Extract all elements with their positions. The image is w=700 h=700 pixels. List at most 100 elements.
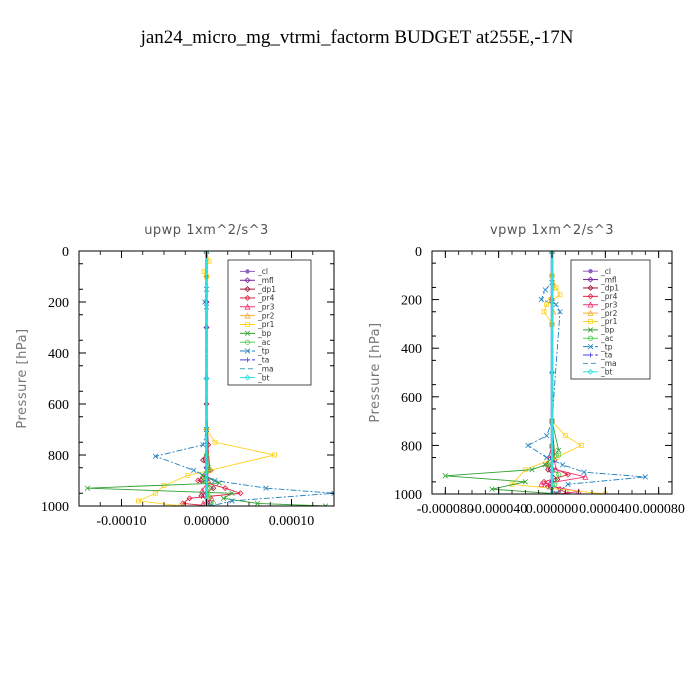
vpwp-point-tp [543, 432, 550, 439]
vpwp-point-pr1 [557, 292, 563, 298]
vpwp-point-tp [525, 442, 531, 449]
vpwp-legend: _cl_mfl_dp1_pr4_pr3_pr2_pr1_bp_ac_tp_ta_… [570, 259, 651, 380]
upwp-point-tp [229, 498, 235, 504]
vpwp-point-pr3 [582, 473, 589, 480]
vpwp-y-tick-label: 600 [401, 391, 422, 406]
vpwp-point-tp [565, 481, 571, 487]
vpwp-point-pr4 [565, 471, 571, 478]
vpwp-point-bp [529, 467, 535, 473]
upwp-point-tp [152, 453, 159, 459]
vpwp-legend-marker [588, 268, 593, 274]
upwp-legend-box [227, 259, 312, 386]
upwp-legend-marker [244, 286, 251, 293]
upwp-legend-marker [244, 330, 251, 337]
upwp-point-bp [84, 485, 91, 491]
vpwp-point-pr3 [538, 480, 545, 488]
upwp-y-tick-label: 200 [48, 296, 69, 311]
upwp-x-tick-label: -0.00010 [96, 514, 146, 529]
vpwp-point-tp [542, 287, 549, 293]
upwp-point-pr1 [212, 439, 218, 445]
vpwp-panel: vpwp 1xm^2/s^3 Pressure [hPa] 0 200 400 600 80… [368, 223, 685, 517]
upwp-point-pr4 [195, 477, 201, 484]
upwp-legend-label: _bp [257, 329, 272, 338]
upwp-point-pr1 [185, 472, 191, 478]
upwp-x-tick-label: 0.00010 [269, 514, 315, 529]
upwp-legend-label: _pr1 [257, 320, 275, 329]
upwp-y-tick-label: 1000 [41, 500, 69, 515]
vpwp-legend-label: _bt [600, 368, 613, 377]
vpwp-point-tp [557, 309, 563, 315]
upwp-point-pr3 [199, 487, 206, 494]
vpwp-y-tick-label: 1000 [394, 488, 422, 503]
upwp-legend-marker [245, 269, 250, 274]
upwp-legend-marker [244, 348, 251, 354]
upwp-point-bp [229, 490, 235, 496]
vpwp-point-bt [549, 491, 555, 494]
upwp-series-group [84, 251, 334, 506]
upwp-x-tick-label: 0.00000 [184, 514, 230, 529]
upwp-y-axis-label: Pressure [hPa] [15, 328, 30, 428]
vpwp-legend-label: _bp [600, 326, 615, 335]
upwp-point-tp [212, 477, 218, 484]
upwp-point-pr1 [153, 490, 158, 496]
vpwp-x-tick-label: 0.000000 [526, 502, 579, 517]
vpwp-x-tick-label: 0.000080 [632, 502, 685, 517]
vpwp-point-ac [545, 462, 551, 468]
vpwp-y-tick-label: 200 [401, 294, 422, 309]
upwp-legend-label: _dp1 [257, 285, 276, 294]
vpwp-legend-label: _tp [600, 342, 613, 351]
vpwp-legend-marker [587, 293, 594, 300]
upwp-panel: upwp 1xm^2/s^3 Pressure [hPa] 0 200 400 600 80… [15, 223, 335, 529]
upwp-point-pr4 [222, 485, 229, 492]
upwp-point-bp [254, 500, 261, 506]
upwp-legend-label: _bt [257, 373, 270, 382]
vpwp-x-tick-label: 0.000040 [579, 502, 632, 517]
vpwp-point-tp [553, 301, 559, 308]
vpwp-point-tp [549, 251, 555, 254]
vpwp-legend-marker [587, 309, 594, 316]
upwp-point-ac [207, 485, 213, 491]
vpwp-point-bt [549, 369, 555, 376]
vpwp-point-tp [543, 454, 550, 461]
upwp-point-tp [208, 503, 214, 506]
vpwp-point-tp [642, 474, 649, 480]
vpwp-legend-marker [587, 343, 594, 350]
vpwp-legend-marker [587, 327, 594, 333]
vpwp-point-tp [538, 296, 545, 303]
vpwp-y-tick-label: 400 [401, 342, 422, 357]
vpwp-x-tick-label: -0.000040 [470, 502, 527, 517]
upwp-y-tick-label: 600 [48, 398, 69, 413]
upwp-legend: _cl_mfl_dp1_pr4_pr3_pr2_pr1_bp_ac_tp_ta_… [227, 259, 312, 386]
upwp-series-line-pr4 [181, 251, 241, 506]
vpwp-y-tick-label: 0 [415, 245, 422, 260]
upwp-point-pr4 [186, 495, 193, 502]
vpwp-series-group [442, 251, 649, 494]
vpwp-legend-label: _ma [600, 359, 617, 368]
vpwp-point-pr1 [578, 442, 584, 448]
upwp-point-tp [200, 442, 206, 448]
upwp-legend-label: _pr2 [257, 311, 275, 320]
upwp-legend-marker [244, 303, 251, 310]
vpwp-point-bp [555, 447, 562, 453]
vpwp-legend-label: _mfl [600, 275, 617, 284]
upwp-legend-marker [245, 322, 250, 327]
vpwp-legend-marker [587, 284, 594, 291]
upwp-legend-marker [244, 374, 251, 381]
vpwp-legend-marker [588, 352, 593, 358]
upwp-legend-marker [244, 294, 251, 301]
vpwp-x-tick-label: -0.000080 [417, 502, 474, 517]
vpwp-legend-label: _pr2 [600, 309, 618, 318]
vpwp-series-line-bp [445, 251, 560, 494]
upwp-point-pr4 [237, 490, 244, 497]
upwp-y-tick-label: 400 [48, 347, 69, 362]
vpwp-point-pr1 [553, 285, 559, 290]
vpwp-point-dp1 [545, 466, 551, 473]
upwp-panel-title: upwp 1xm^2/s^3 [144, 223, 269, 238]
upwp-point-bp [322, 503, 329, 506]
vpwp-legend-marker [587, 276, 594, 283]
vpwp-legend-label: _ta [600, 351, 612, 360]
vpwp-legend-label: _pr1 [600, 317, 618, 326]
upwp-legend-label: _cl [257, 267, 268, 276]
vpwp-point-tp [581, 469, 587, 475]
